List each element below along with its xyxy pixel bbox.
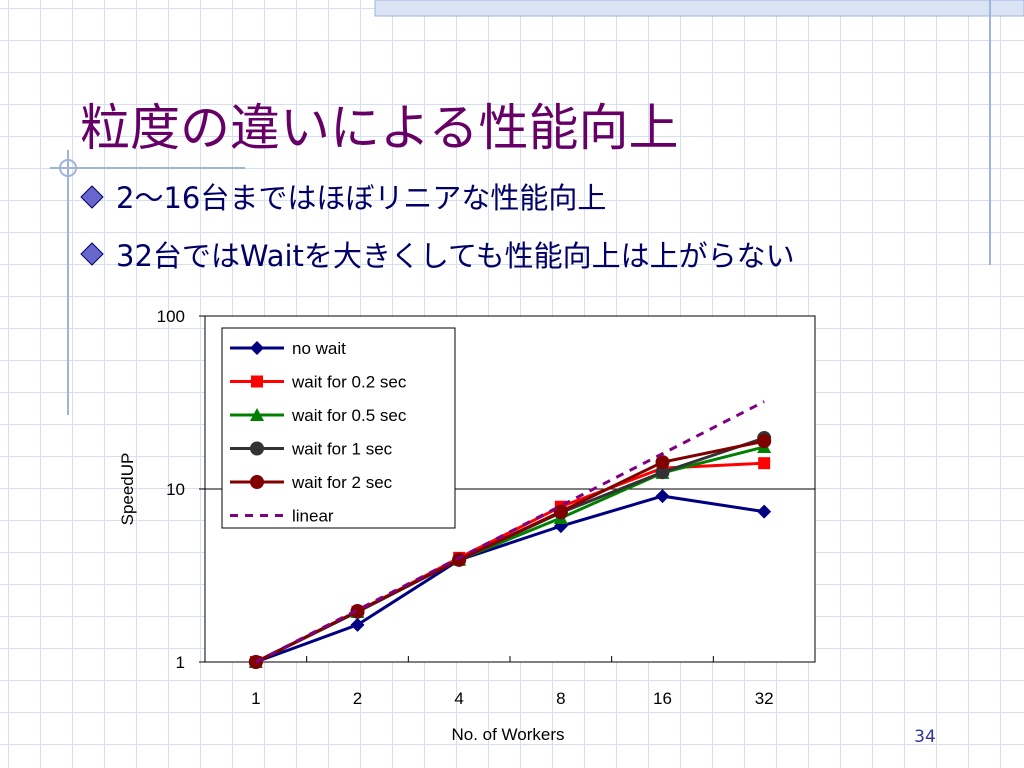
- marker: [250, 441, 264, 456]
- marker: [250, 341, 264, 355]
- series-line: [255, 494, 765, 664]
- marker: [350, 617, 365, 632]
- marker: [758, 457, 771, 470]
- marker: [250, 475, 264, 489]
- x-tick-label: 2: [353, 689, 362, 708]
- page-number: 34: [914, 727, 936, 747]
- legend-label: wait for 2 sec: [291, 473, 393, 492]
- y-tick-label: 100: [157, 307, 185, 326]
- marker: [655, 489, 670, 504]
- legend-box: [221, 327, 456, 529]
- marker: [757, 434, 772, 449]
- y-axis-label: SpeedUP: [118, 453, 137, 526]
- decor-circle: [59, 159, 77, 177]
- marker: [655, 465, 670, 480]
- slide-title: 粒度の違いによる性能向上: [80, 99, 679, 157]
- marker: [248, 655, 263, 669]
- bullet-text: 2～16台まではほぼリニアな性能向上: [116, 181, 606, 215]
- x-tick-label: 32: [755, 689, 774, 708]
- marker: [251, 375, 263, 388]
- x-tick-label: 8: [556, 689, 565, 708]
- series-line: [255, 400, 765, 664]
- marker: [553, 504, 568, 519]
- legend-label: linear: [292, 507, 334, 526]
- legend-label: wait for 0.5 sec: [291, 406, 407, 425]
- bullet-text: 32台ではWaitを大きくしても性能向上は上がらない: [116, 239, 795, 273]
- y-tick-label: 10: [166, 480, 185, 499]
- legend-label: no wait: [292, 339, 346, 358]
- x-tick-label: 4: [454, 689, 463, 708]
- marker: [757, 504, 772, 519]
- bullet: 32台ではWaitを大きくしても性能向上は上がらない: [80, 239, 795, 273]
- x-axis-label: No. of Workers: [451, 725, 564, 744]
- legend-label: wait for 0.2 sec: [291, 373, 407, 392]
- bullet: 2～16台まではほぼリニアな性能向上: [80, 181, 606, 215]
- marker: [350, 604, 365, 619]
- legend-label: wait for 1 sec: [291, 440, 393, 459]
- decor-band: [374, 0, 1024, 17]
- marker: [452, 552, 467, 567]
- marker: [655, 455, 670, 470]
- marker: [250, 408, 264, 421]
- x-tick-label: 1: [251, 689, 260, 708]
- x-tick-label: 16: [653, 689, 672, 708]
- y-tick-label: 1: [176, 653, 185, 672]
